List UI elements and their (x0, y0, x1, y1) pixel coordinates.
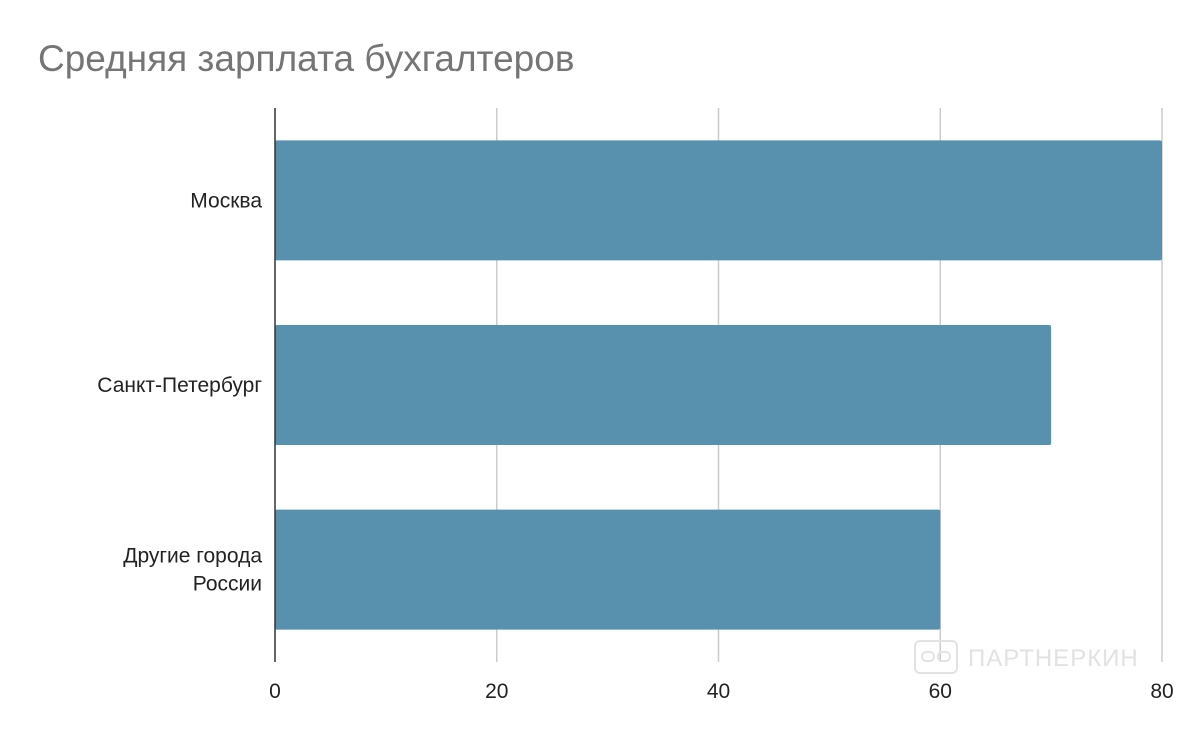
bar (275, 509, 941, 630)
category-label: Санкт-Петербург (97, 374, 262, 397)
x-tick-label: 40 (707, 680, 730, 703)
chart-title: Средняя зарплата бухгалтеров (38, 38, 575, 79)
x-tick-label: 80 (1150, 680, 1173, 703)
category-label: Москва (190, 189, 262, 212)
x-tick-labels: 0 20 40 60 80 (269, 680, 1174, 703)
x-tick-label: 0 (269, 680, 281, 703)
bar (275, 324, 1052, 446)
x-tick-label: 20 (485, 680, 508, 703)
bar (275, 140, 1162, 261)
category-label: Другие города России (123, 545, 262, 596)
watermark: ПАРТНЕРКИН (914, 640, 1139, 674)
partnerkin-logo-icon (914, 640, 958, 674)
watermark-text: ПАРТНЕРКИН (968, 645, 1139, 672)
category-labels: Москва Санкт-Петербург Другие города России (97, 189, 262, 595)
bars (275, 140, 1162, 630)
x-tick-label: 60 (929, 680, 952, 703)
